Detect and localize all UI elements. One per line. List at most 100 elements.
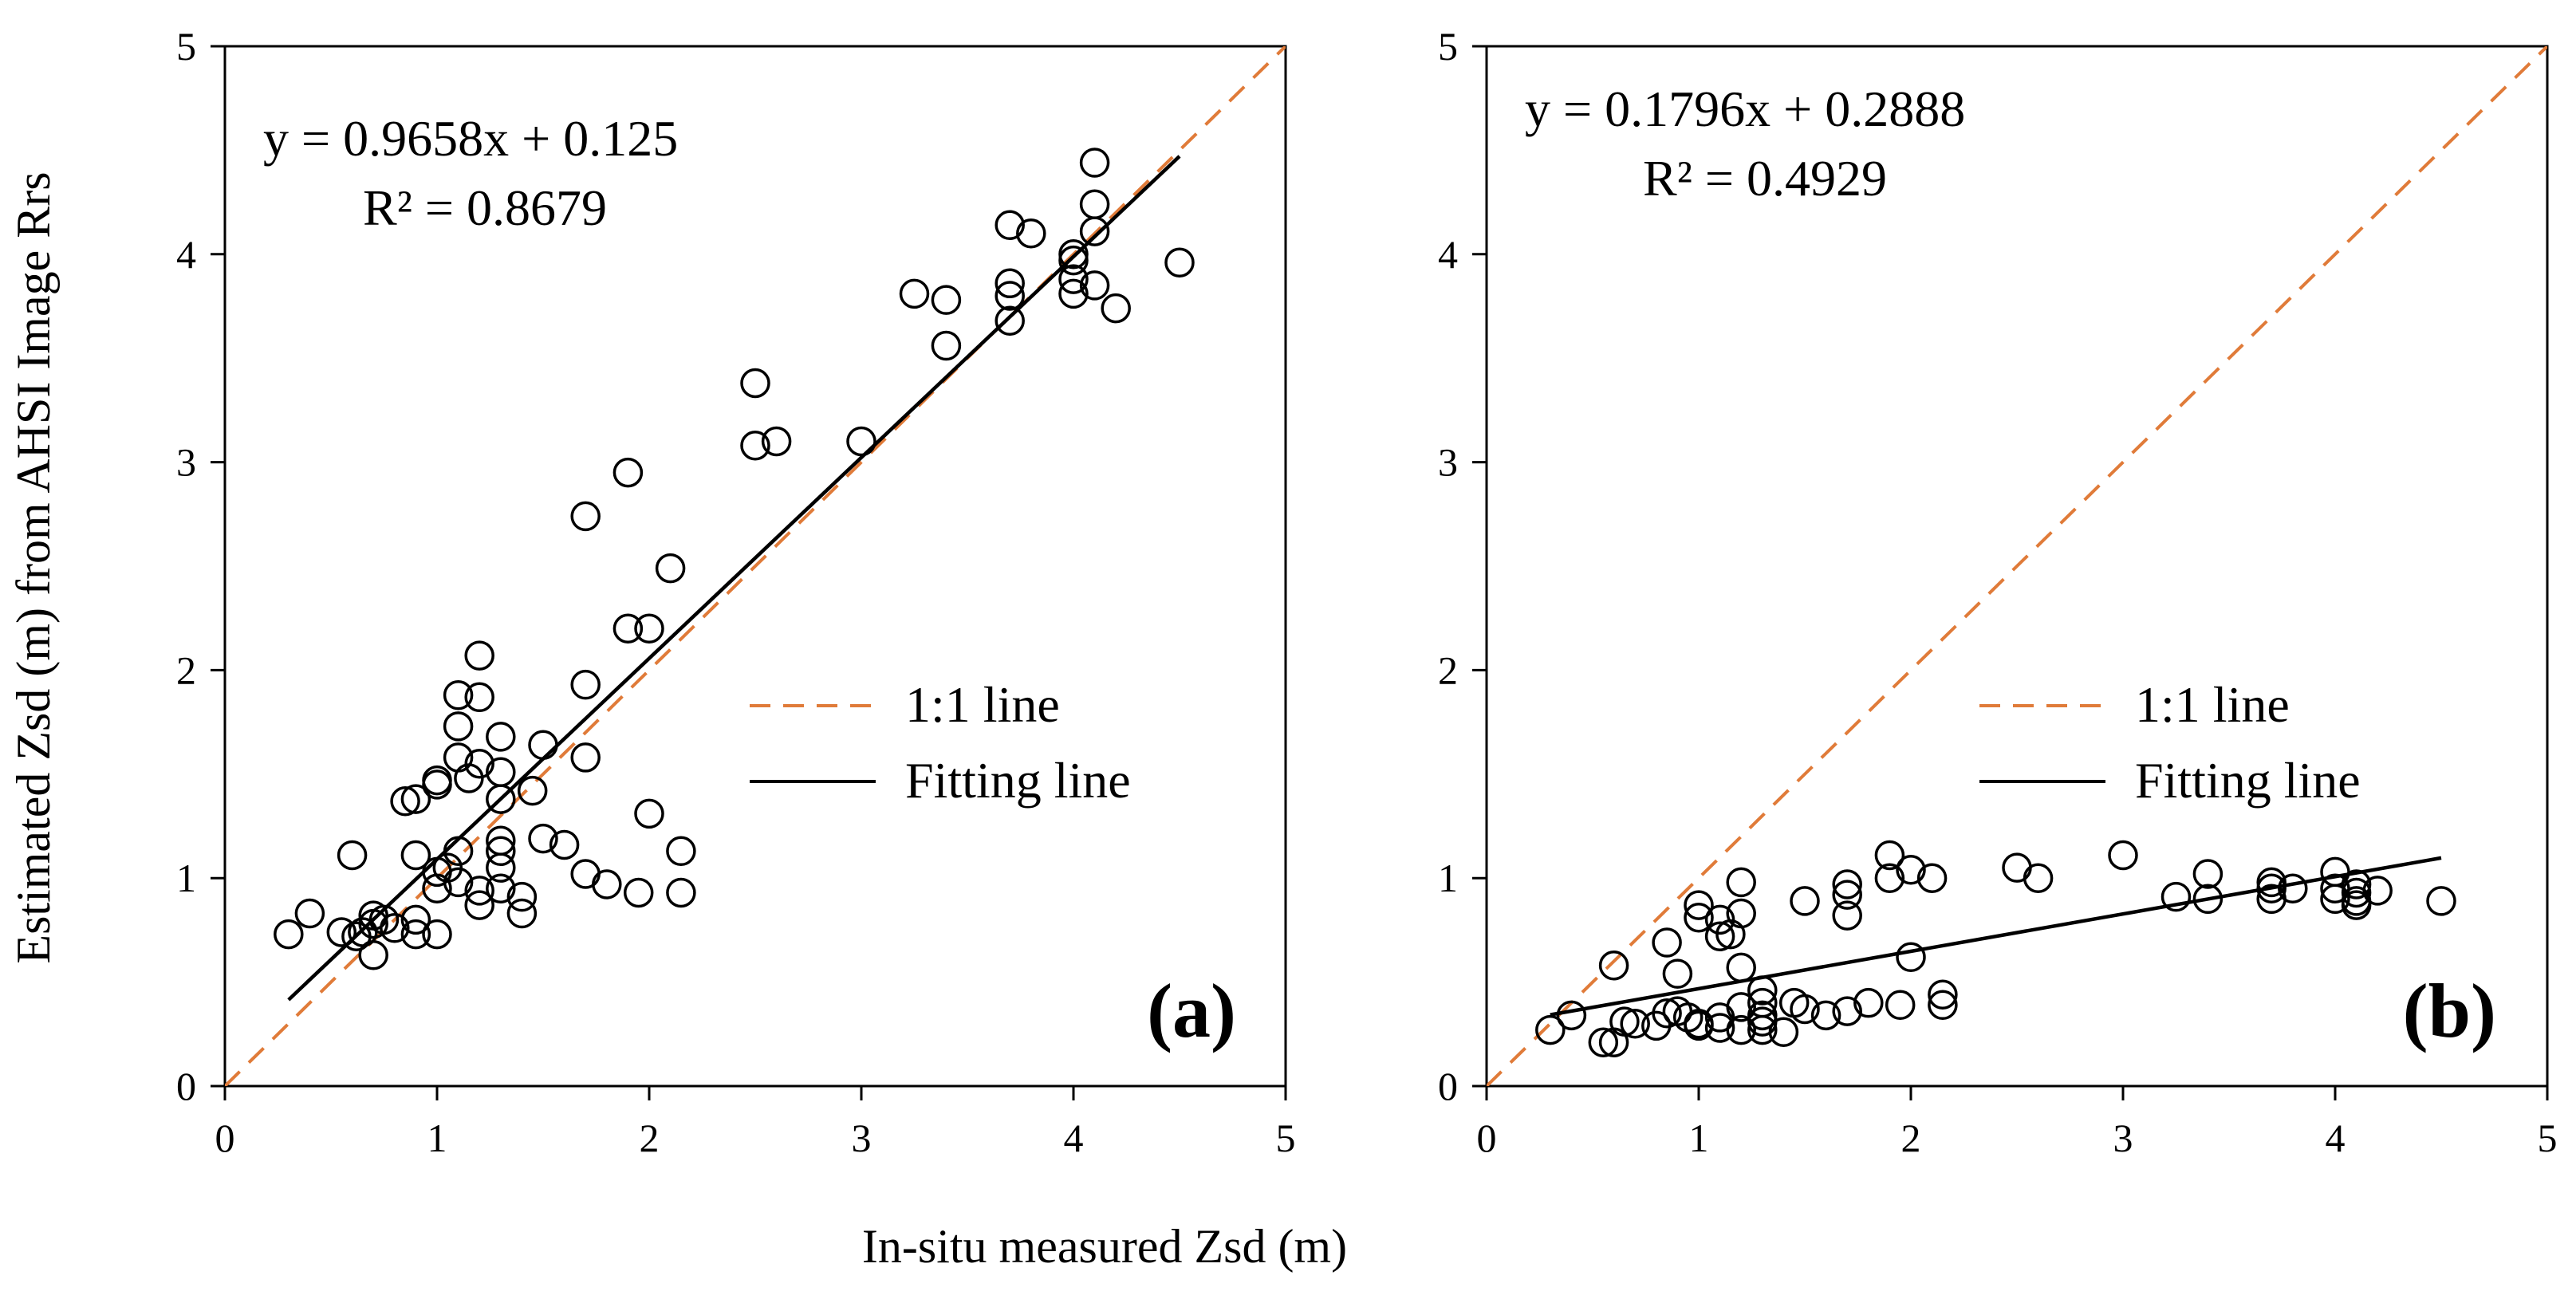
data-point: [443, 679, 474, 710]
data-point: [1832, 996, 1862, 1026]
r-squared: R² = 0.4929: [1643, 150, 1887, 207]
x-tick-label: 1: [1689, 1116, 1709, 1160]
data-point: [443, 711, 474, 742]
data-point: [666, 877, 696, 908]
data-point: [1726, 898, 1756, 929]
regression-equation: y = 0.9658x + 0.125: [263, 110, 678, 167]
data-point: [443, 836, 474, 867]
panel-label: (a): [1147, 968, 1236, 1053]
data-point: [592, 869, 622, 899]
data-point: [337, 840, 368, 871]
data-point: [2108, 840, 2138, 871]
data-point: [1684, 903, 1714, 933]
chart-panel-a: 0 1 2 3 4 5 0 1 2 3 4 5 y = 0.9658x + 0.125 R² = 0.86…: [176, 24, 1296, 1160]
data-point: [400, 784, 431, 814]
data-point: [1079, 189, 1110, 219]
shared-ylabel: Estimated Zsd (m) from AHSI Image Rrs: [7, 171, 60, 963]
data-point: [1928, 990, 1958, 1021]
data-point: [528, 730, 558, 761]
data-point: [995, 210, 1025, 241]
y-tick-label: 2: [1438, 648, 1458, 692]
x-tick-label: 3: [852, 1116, 872, 1160]
x-tick-label: 2: [640, 1116, 660, 1160]
data-point: [761, 426, 792, 457]
data-point: [1874, 840, 1905, 871]
legend-one-to-one-label: 1:1 line: [2135, 676, 2290, 733]
data-point: [1896, 942, 1926, 973]
data-point: [1058, 278, 1089, 309]
data-point: [634, 613, 664, 644]
x-tick-label: 4: [1064, 1116, 1084, 1160]
data-point: [464, 640, 494, 671]
y-tick-label: 1: [176, 856, 196, 900]
data-point: [623, 877, 654, 908]
data-point: [570, 859, 601, 889]
data-point: [1652, 998, 1682, 1029]
data-point: [846, 426, 876, 457]
data-point: [464, 682, 494, 713]
regression-equation: y = 0.1796x + 0.2888: [1525, 81, 1965, 137]
data-point: [2341, 869, 2372, 899]
data-point: [2192, 884, 2223, 915]
data-point: [549, 829, 580, 860]
y-tick-label: 5: [176, 24, 196, 69]
data-point: [464, 749, 494, 779]
data-point: [2192, 859, 2223, 889]
data-point: [464, 890, 494, 920]
data-point: [400, 904, 431, 935]
y-tick-label: 0: [1438, 1064, 1458, 1108]
data-point: [1058, 264, 1089, 294]
data-point: [2320, 884, 2350, 915]
data-point: [634, 798, 664, 829]
data-point: [443, 867, 474, 898]
data-point: [1079, 270, 1110, 301]
data-point: [390, 785, 420, 817]
data-point: [655, 553, 686, 584]
data-point: [2362, 876, 2393, 906]
data-point: [1790, 994, 1820, 1025]
data-point: [1896, 855, 1926, 885]
data-point: [368, 904, 400, 935]
y-tick-label: 1: [1438, 856, 1458, 900]
x-tick-label: 5: [2538, 1116, 2558, 1160]
legend-one-to-one-label: 1:1 line: [905, 676, 1060, 733]
data-point: [1704, 921, 1735, 951]
data-point: [464, 876, 494, 906]
chart-panel-b: 0 1 2 3 4 5 0 1 2 3 4 5 y = 0.1796x + 0.2888 R² = 0.4…: [1438, 24, 2558, 1160]
data-point: [422, 765, 452, 796]
data-point: [517, 775, 548, 806]
y-tick-label: 3: [1438, 440, 1458, 485]
data-point: [1747, 975, 1778, 1006]
data-point: [612, 613, 644, 644]
data-point: [1588, 1027, 1619, 1057]
data-point: [1556, 1000, 1587, 1031]
data-point: [486, 852, 516, 883]
data-point: [1810, 1000, 1841, 1031]
data-point: [1768, 1017, 1799, 1047]
data-point: [1747, 1014, 1778, 1045]
plot-frame: [223, 45, 1287, 1088]
data-point: [1164, 247, 1195, 278]
legend: 1:1 line Fitting line: [1979, 676, 2361, 809]
panel-label: (b): [2403, 968, 2496, 1053]
data-point: [506, 881, 538, 912]
x-tick-label: 0: [215, 1116, 235, 1160]
data-point: [528, 823, 558, 854]
data-point: [1790, 886, 1820, 916]
data-point: [666, 836, 696, 867]
data-point: [1058, 245, 1089, 276]
data-point: [899, 278, 930, 309]
y-tick-label: 4: [1438, 232, 1458, 277]
data-point: [326, 917, 357, 947]
data-point: [1704, 1013, 1735, 1043]
y-tick-label: 0: [176, 1064, 196, 1108]
legend-fit-label: Fitting line: [2135, 752, 2361, 809]
data-point: [612, 457, 644, 488]
data-point: [2160, 881, 2192, 912]
data-point: [2426, 886, 2456, 916]
one-to-one-line: [1487, 46, 2547, 1086]
data-point: [1885, 990, 1916, 1021]
x-tick-label: 1: [427, 1116, 447, 1160]
data-point: [995, 305, 1025, 337]
